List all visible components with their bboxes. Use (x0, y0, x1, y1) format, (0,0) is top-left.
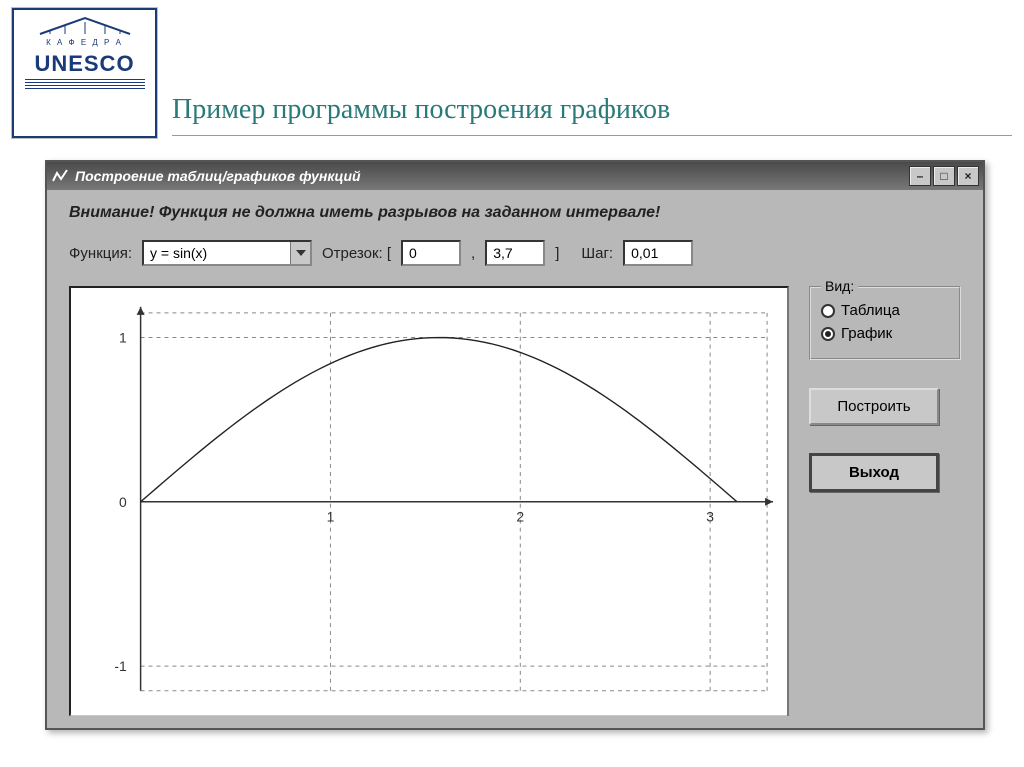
minimize-button[interactable]: – (909, 166, 931, 186)
chart-canvas: 1 2 3 -1 0 1 (71, 288, 787, 716)
build-button[interactable]: Построить (809, 388, 939, 425)
step-label: Шаг: (581, 245, 613, 262)
step-input[interactable]: 0,01 (623, 240, 693, 266)
view-groupbox-title: Вид: (821, 278, 858, 294)
logo-kafedra-text: К А Ф Е Д Р А (46, 38, 123, 47)
segment-close: ] (555, 245, 559, 262)
chart-panel: 1 2 3 -1 0 1 (69, 286, 789, 716)
logo-divider (25, 88, 145, 89)
chevron-down-icon (296, 250, 306, 256)
svg-text:1: 1 (327, 509, 335, 525)
main-row: 1 2 3 -1 0 1 Вид: Таблица График Построить Вы… (69, 286, 961, 716)
step-value: 0,01 (631, 245, 658, 261)
radio-table[interactable]: Таблица (821, 302, 949, 319)
logo-unesco-text: UNESCO (34, 51, 134, 77)
view-groupbox: Вид: Таблица График (809, 286, 961, 360)
app-icon (51, 167, 69, 185)
segment-from-input[interactable]: 0 (401, 240, 461, 266)
logo-roof-icon (35, 16, 135, 36)
window-title: Построение таблиц/графиков функций (75, 168, 907, 184)
segment-from-value: 0 (409, 245, 417, 261)
radio-table-indicator (821, 304, 835, 318)
maximize-button[interactable]: □ (933, 166, 955, 186)
radio-chart-label: График (841, 325, 892, 342)
warning-text: Внимание! Функция не должна иметь разрыв… (69, 204, 961, 222)
combobox-dropdown-button[interactable] (290, 242, 310, 264)
svg-text:1: 1 (119, 329, 127, 345)
radio-chart[interactable]: График (821, 325, 949, 342)
function-label: Функция: (69, 245, 132, 262)
app-window: Построение таблиц/графиков функций – □ ×… (45, 160, 985, 730)
logo-divider (25, 82, 145, 83)
titlebar[interactable]: Построение таблиц/графиков функций – □ × (47, 162, 983, 190)
segment-sep: , (471, 245, 475, 262)
function-value: y = sin(x) (150, 245, 207, 261)
logo-divider (25, 85, 145, 86)
close-button[interactable]: × (957, 166, 979, 186)
svg-text:0: 0 (119, 494, 127, 510)
client-area: Внимание! Функция не должна иметь разрыв… (47, 190, 983, 730)
slide-title: Пример программы построения графиков (172, 94, 670, 126)
parameters-row: Функция: y = sin(x) Отрезок: [ 0 , 3,7 ]… (69, 240, 961, 266)
side-panel: Вид: Таблица График Построить Выход (809, 286, 961, 716)
radio-table-label: Таблица (841, 302, 900, 319)
unesco-logo: К А Ф Е Д Р А UNESCO (12, 8, 157, 138)
svg-text:3: 3 (706, 509, 714, 525)
segment-label: Отрезок: [ (322, 245, 391, 262)
svg-text:-1: -1 (114, 658, 127, 674)
logo-divider (25, 79, 145, 80)
exit-button[interactable]: Выход (809, 453, 939, 492)
title-underline (172, 135, 1012, 136)
segment-to-input[interactable]: 3,7 (485, 240, 545, 266)
radio-chart-indicator (821, 327, 835, 341)
svg-text:2: 2 (516, 509, 524, 525)
segment-to-value: 3,7 (493, 245, 512, 261)
function-combobox[interactable]: y = sin(x) (142, 240, 312, 266)
